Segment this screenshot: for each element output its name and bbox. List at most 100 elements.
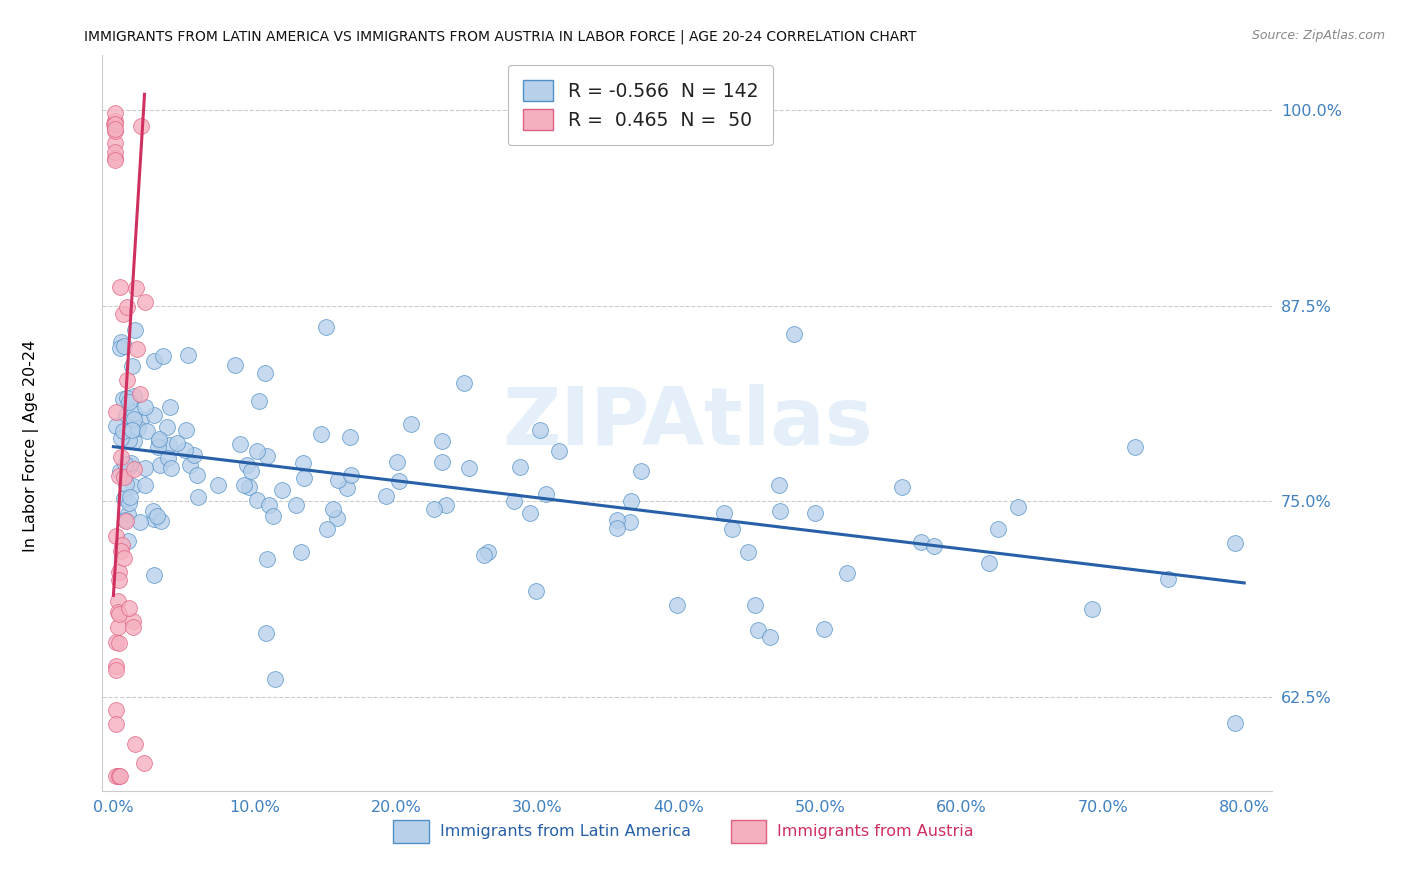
Point [112,307,135,321]
Point [134,461,156,475]
Point [107,593,129,607]
Point [134,478,156,492]
Point [110,450,132,464]
Point [108,464,131,478]
Point [117,507,139,521]
Point [665,598,688,612]
Point [118,433,141,447]
Point [173,443,195,458]
Point [388,475,411,489]
Point [309,426,332,441]
Point [121,423,143,437]
Point [339,430,361,444]
Point [122,614,145,628]
Point [132,756,155,770]
Point [1081,602,1104,616]
Point [229,436,252,450]
Point [103,117,125,131]
Point [149,515,172,529]
Point [148,432,170,446]
Point [453,376,475,390]
Point [263,672,285,686]
Point [142,408,165,422]
Point [105,635,128,649]
Point [115,391,138,405]
Point [124,406,146,420]
Point [104,768,127,782]
Point [121,620,143,634]
Text: In Labor Force | Age 20-24: In Labor Force | Age 20-24 [22,340,39,552]
Point [737,544,759,558]
Point [127,420,149,434]
Text: Source: ZipAtlas.com: Source: ZipAtlas.com [1251,29,1385,43]
Point [104,151,127,165]
Point [142,354,165,368]
Point [529,423,551,437]
Point [112,550,135,565]
Point [129,387,152,401]
Point [143,568,166,582]
Point [472,549,495,563]
Point [112,339,135,353]
Point [509,460,531,475]
Point [179,458,201,473]
Point [117,601,139,615]
Point [322,502,344,516]
Point [112,491,135,505]
Point [291,456,314,470]
Point [117,300,139,314]
Point [430,455,453,469]
Point [122,412,145,426]
Point [111,537,134,551]
Point [157,451,180,466]
Point [1007,500,1029,514]
Point [107,768,129,782]
Point [326,510,349,524]
Point [292,471,315,485]
Point [747,623,769,637]
Point [120,456,142,470]
Point [108,636,131,650]
Point [245,493,267,508]
Text: ZIPAtlas: ZIPAtlas [502,384,873,462]
Point [1223,536,1246,550]
Text: IMMIGRANTS FROM LATIN AMERICA VS IMMIGRANTS FROM AUSTRIA IN LABOR FORCE | AGE 20: IMMIGRANTS FROM LATIN AMERICA VS IMMIGRA… [84,29,917,44]
Point [157,437,180,451]
Point [110,544,132,558]
Point [105,659,128,673]
Point [176,423,198,437]
Point [606,514,628,528]
Point [114,457,136,471]
Point [249,394,271,409]
Point [271,483,294,498]
Point [122,389,145,403]
Point [110,334,132,349]
Text: Immigrants from Latin America: Immigrants from Latin America [440,824,690,838]
Point [129,515,152,529]
Point [285,498,308,512]
Point [326,473,349,487]
Point [108,341,131,355]
Point [104,114,127,128]
Point [146,509,169,524]
Point [124,421,146,435]
Point [104,106,127,120]
Point [121,359,143,373]
Point [166,435,188,450]
Point [619,515,641,529]
Point [142,503,165,517]
Point [114,513,136,527]
Point [744,599,766,613]
Point [768,478,790,492]
Point [207,478,229,492]
Point [124,323,146,337]
Point [104,122,127,136]
Point [375,489,398,503]
Point [254,626,277,640]
Point [387,455,409,469]
Point [236,458,259,472]
Point [148,458,170,472]
Point [890,480,912,494]
Point [720,522,742,536]
Point [519,506,541,520]
